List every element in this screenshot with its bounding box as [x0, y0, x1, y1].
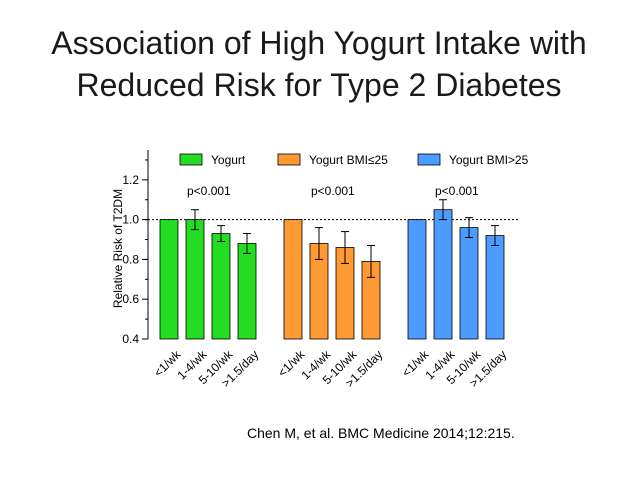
- legend-swatch: [179, 153, 203, 166]
- citation: Chen M, et al. BMC Medicine 2014;12:215.: [247, 425, 515, 441]
- bar: [237, 243, 257, 340]
- y-tick-label: 0.8: [122, 252, 139, 266]
- bar: [185, 219, 205, 340]
- bar: [459, 227, 479, 340]
- p-value-label: p<0.001: [187, 184, 231, 198]
- y-tick-label: 0.4: [122, 332, 139, 346]
- p-value-label: p<0.001: [435, 184, 479, 198]
- slide-title-line-2: Reduced Risk for Type 2 Diabetes: [76, 67, 562, 103]
- y-axis-title: Relative Risk of T2DM: [111, 189, 125, 308]
- legend-label: Yogurt: [211, 153, 246, 167]
- slide-title-line-1: Association of High Yogurt Intake with: [51, 25, 587, 61]
- bar: [433, 209, 453, 340]
- legend-swatch: [277, 153, 301, 166]
- slide-title: Association of High Yogurt Intake with R…: [0, 22, 638, 106]
- bar: [407, 219, 427, 340]
- legend-label: Yogurt BMI≤25: [309, 153, 388, 167]
- bar: [485, 235, 505, 340]
- y-tick-label: 1.2: [122, 173, 139, 187]
- bar: [211, 233, 231, 340]
- legend-label: Yogurt BMI>25: [449, 153, 529, 167]
- y-tick-label: 1.0: [122, 213, 139, 227]
- legend-swatch: [417, 153, 441, 166]
- y-tick-label: 0.6: [122, 292, 139, 306]
- bar: [283, 219, 303, 340]
- p-value-label: p<0.001: [311, 184, 355, 198]
- bar: [159, 219, 179, 340]
